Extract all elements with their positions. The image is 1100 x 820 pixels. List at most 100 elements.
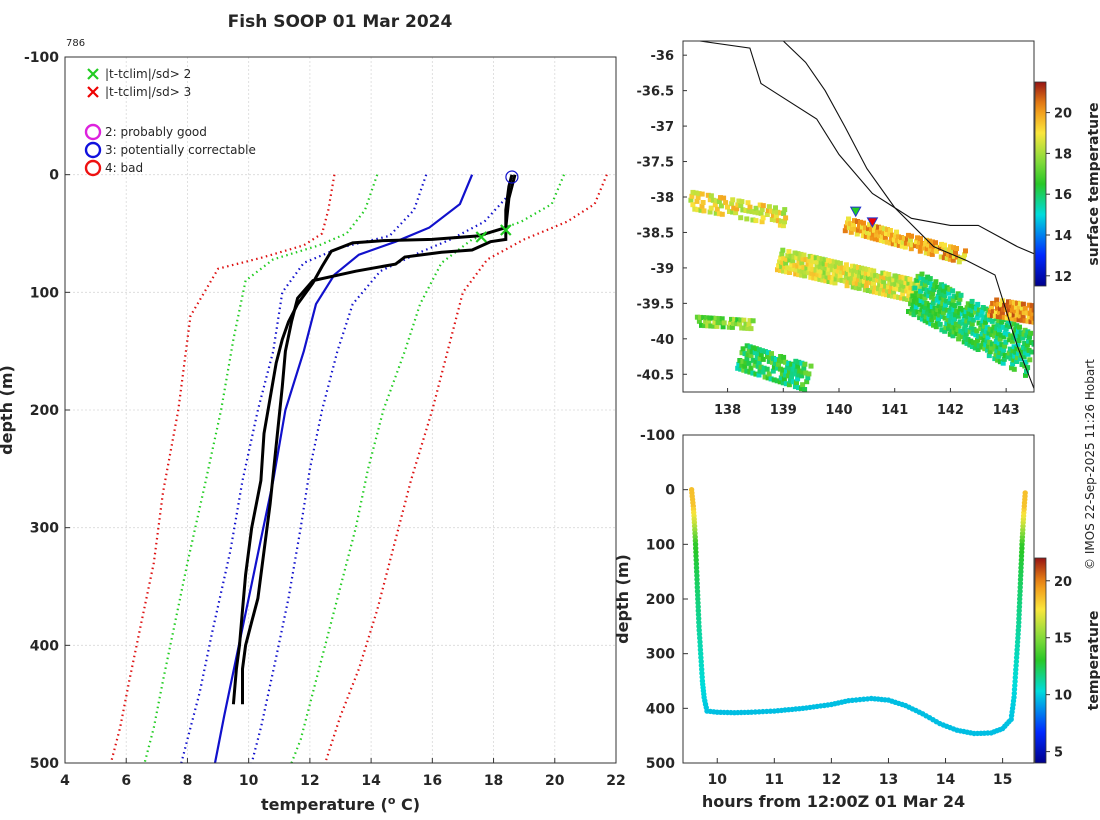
legend-circle-marker <box>84 123 102 141</box>
legend-entry: 3: potentially correctable <box>84 141 256 159</box>
x-tick-label: 8 <box>183 773 193 789</box>
legend-entry: 4: bad <box>84 159 143 177</box>
bottom-y-tick-label: 0 <box>665 483 675 499</box>
data-point <box>694 576 700 583</box>
data-point <box>1016 611 1022 618</box>
data-point <box>1017 576 1024 583</box>
data-point <box>764 708 770 715</box>
data-point <box>696 627 702 633</box>
map-y-tick-label: -36.5 <box>637 85 674 100</box>
colorbar-tick-label: 20 <box>1054 575 1072 590</box>
data-point <box>695 592 701 598</box>
bottom-y-tick-label: -100 <box>640 428 675 444</box>
sst-patch-central <box>775 247 925 305</box>
data-point <box>1011 686 1018 693</box>
colorbar-tick-label: 14 <box>1054 229 1072 244</box>
data-point <box>1017 596 1023 602</box>
data-point <box>1019 545 1025 551</box>
map-x-tick-label: 138 <box>714 403 741 418</box>
flag-circle <box>505 170 519 184</box>
x-tick-label: 6 <box>121 773 131 789</box>
data-point <box>1017 580 1024 587</box>
shelf-break-contour <box>782 41 1034 389</box>
y-tick-label: 400 <box>30 638 59 654</box>
data-point <box>694 580 700 587</box>
data-point <box>756 709 762 715</box>
data-point <box>698 658 704 665</box>
map-y-tick-label: -40 <box>651 333 675 348</box>
data-point <box>697 643 703 649</box>
bottom-y-tick-label: 400 <box>646 701 675 717</box>
legend-entry: |t-tclim|/sd> 3 <box>87 85 191 99</box>
data-point <box>1012 674 1018 681</box>
sst-patch-shelf <box>842 216 968 265</box>
map-x-tick-label: 140 <box>825 403 852 418</box>
data-point <box>1016 604 1023 610</box>
colorbar-tick-label: 18 <box>1054 147 1072 162</box>
legend-entry: 2: probably good <box>84 123 207 141</box>
sst-patch-southeast <box>906 271 1034 378</box>
data-point <box>695 611 702 618</box>
data-point <box>1018 553 1025 559</box>
data-point <box>760 708 766 715</box>
sst-map: 138 139 140 141 142 143 -36 -36.5 -37 -37.5 -38 -38… <box>637 40 1100 418</box>
temperature-depth-plot: 4 6 8 10 12 14 16 18 20 22 -100 0 100 200 300 400 500 tem… <box>0 50 626 814</box>
legend-label: 3: potentially correctable <box>105 143 256 157</box>
data-point <box>693 557 699 563</box>
data-point <box>1014 647 1020 653</box>
bottom-x-tick-label: 10 <box>708 772 728 788</box>
data-point <box>697 647 704 653</box>
bottom-x-tick-label: 11 <box>765 772 784 788</box>
data-point <box>694 569 700 575</box>
data-point <box>692 541 699 547</box>
bottom-y-tick-label: 500 <box>646 756 675 772</box>
x-tick-label: 12 <box>300 773 319 789</box>
y-tick-label: 200 <box>30 403 59 419</box>
bottom-x-tick-label: 15 <box>993 772 1012 788</box>
data-point <box>693 545 699 551</box>
data-point <box>697 639 703 645</box>
x-tick-label: 18 <box>484 773 503 789</box>
data-point <box>1012 678 1018 685</box>
data-point <box>1014 639 1021 645</box>
map-y-tick-label: -37 <box>651 120 675 135</box>
bottom-y-tick-label: 300 <box>646 647 675 663</box>
colorbar-label: temperature <box>1086 611 1100 711</box>
data-point <box>1011 694 1017 701</box>
x-tick-label: 16 <box>423 773 442 789</box>
colorbar-tick-label: 10 <box>1054 689 1072 704</box>
data-point <box>698 662 705 669</box>
colorbar-label: surface temperature <box>1086 102 1100 265</box>
bottom-x-tick-label: 14 <box>936 772 956 788</box>
data-point <box>1013 658 1020 665</box>
legend-label: 4: bad <box>105 161 143 175</box>
data-point <box>748 709 755 715</box>
data-point <box>1018 561 1024 567</box>
data-point <box>695 600 701 606</box>
data-point <box>1011 690 1017 697</box>
data-point <box>1016 619 1022 626</box>
map-frame <box>682 40 1035 393</box>
flag-x <box>475 231 488 243</box>
coastline <box>699 41 1034 255</box>
map-content <box>688 41 1034 392</box>
data-point <box>693 549 699 555</box>
data-point <box>696 631 703 637</box>
flag-x <box>500 224 512 236</box>
data-point <box>1015 627 1021 633</box>
bottom-x-tick-label: 12 <box>822 772 841 788</box>
data-point <box>695 604 701 610</box>
x-tick-label: 14 <box>361 773 381 789</box>
legend-label: 2: probably good <box>105 125 207 139</box>
data-point <box>1017 592 1023 598</box>
bottom-frame <box>682 434 1035 764</box>
series-clim-1sd-right <box>250 197 507 764</box>
legend-circle-marker <box>84 141 102 159</box>
data-point <box>698 654 704 661</box>
sst-patch-sw-a <box>694 314 756 332</box>
figure-title: Fish SOOP 01 Mar 2024 <box>228 12 453 32</box>
colorbar <box>1034 557 1047 764</box>
profile-id: 786 <box>66 38 85 49</box>
bottom-y-tick-label: 100 <box>646 537 675 553</box>
